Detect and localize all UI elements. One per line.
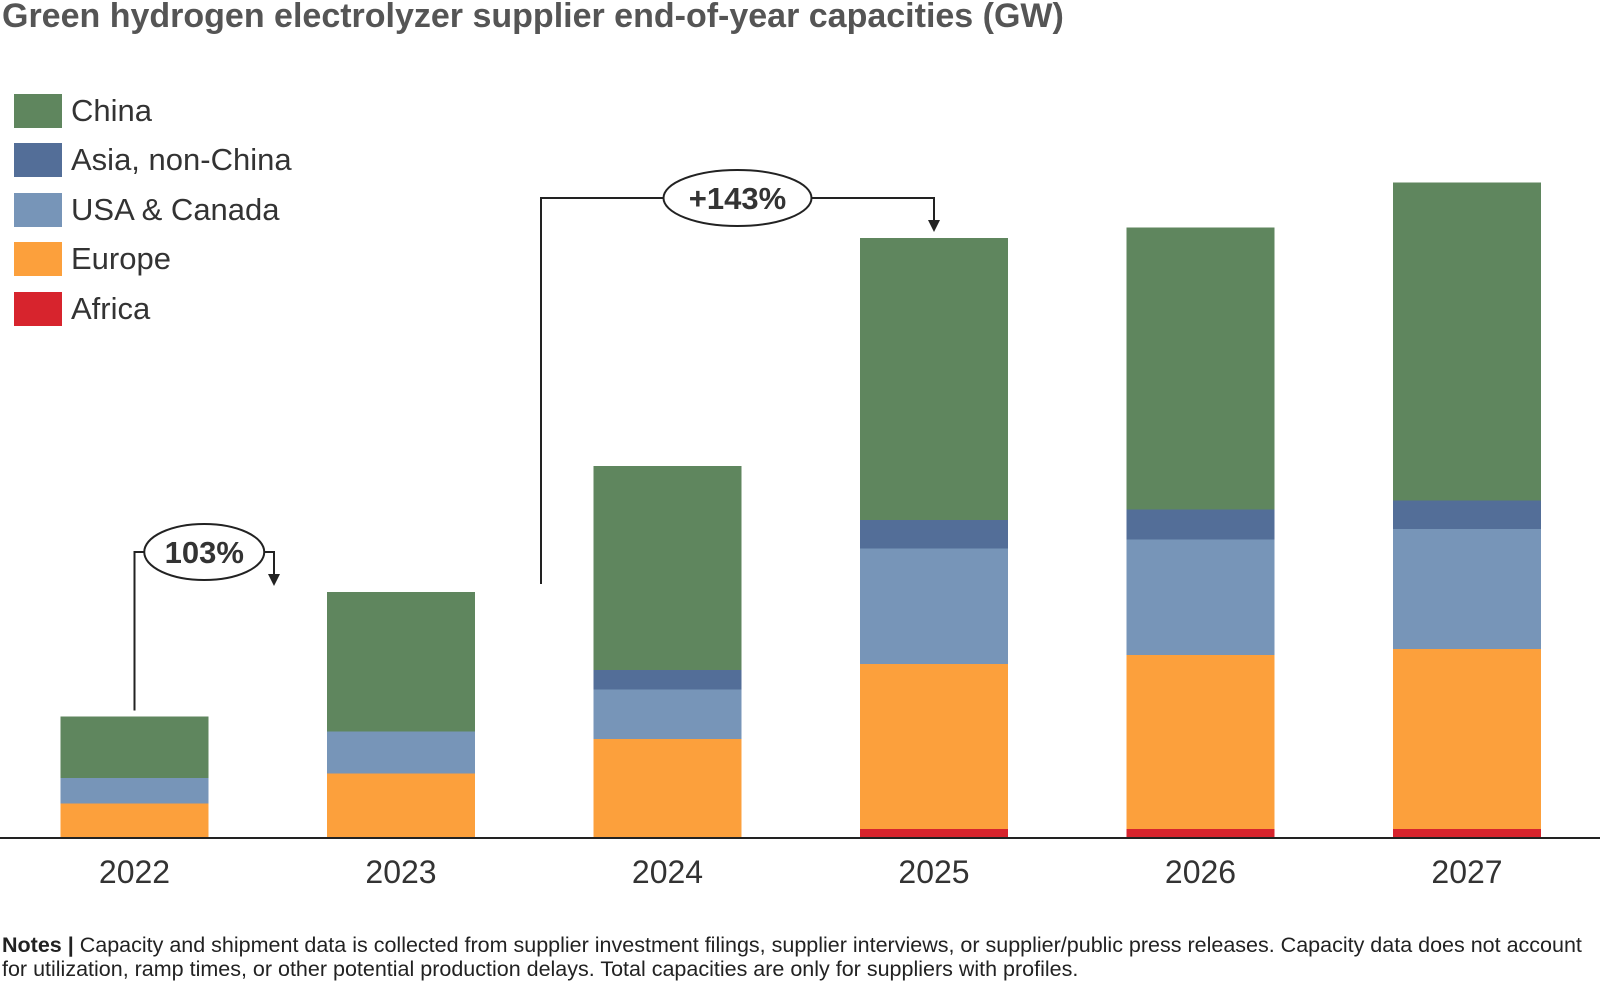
- legend: China Asia, non-China USA & Canada Europ…: [14, 86, 292, 334]
- growth-bubble-103: [143, 523, 266, 581]
- bar-segment-china-2025: [860, 238, 1008, 520]
- bar-segment-usa-canada-2025: [860, 548, 1008, 664]
- bar-segment-usa-canada-2023: [327, 731, 475, 774]
- growth-arrowhead-143: [928, 220, 940, 232]
- x-tick-label-2024: 2024: [632, 854, 703, 890]
- legend-label-asia-non-china: Asia, non-China: [71, 142, 292, 178]
- notes-label: Notes |: [2, 933, 74, 957]
- x-tick-label-2026: 2026: [1165, 854, 1236, 890]
- x-tick-label-2027: 2027: [1431, 854, 1502, 890]
- bar-segment-europe-2022: [60, 803, 209, 838]
- legend-swatch-asia-non-china: [14, 143, 62, 178]
- bar-segment-africa-2025: [860, 829, 1008, 838]
- bar-segment-china-2024: [593, 466, 742, 670]
- bar-segment-africa-2026: [1126, 829, 1275, 838]
- bar-segment-usa-canada-2024: [593, 689, 742, 739]
- bar-segment-usa-canada-2027: [1393, 529, 1541, 649]
- stacked-bar-chart: 2022 2023 2024 2025 2026 2027 103% +143%: [0, 169, 1600, 890]
- legend-label-china: China: [71, 92, 152, 128]
- bar-segment-europe-2024: [593, 739, 742, 838]
- legend-label-europe: Europe: [71, 241, 171, 277]
- bar-segment-usa-canada-2026: [1126, 539, 1275, 655]
- bar-segment-africa-2027: [1393, 829, 1541, 838]
- legend-swatch-africa: [14, 291, 62, 326]
- notes-text: Capacity and shipment data is collected …: [2, 933, 1582, 981]
- legend-item-asia-non-china: Asia, non-China: [14, 136, 292, 186]
- legend-item-usa-canada: USA & Canada: [14, 185, 292, 235]
- growth-arrowhead-103: [268, 574, 280, 586]
- legend-swatch-europe: [14, 242, 62, 277]
- legend-swatch-china: [14, 93, 62, 128]
- bar-segment-asia-non-china-2026: [1126, 509, 1275, 540]
- bar-segment-europe-2026: [1126, 655, 1275, 829]
- legend-swatch-usa-canada: [14, 192, 62, 227]
- bar-segment-europe-2027: [1393, 649, 1541, 829]
- x-tick-label-2022: 2022: [99, 854, 170, 890]
- notes: Notes | Capacity and shipment data is co…: [2, 933, 1582, 981]
- bar-segment-europe-2023: [327, 773, 475, 838]
- legend-label-africa: Africa: [71, 290, 151, 326]
- bar-segment-china-2023: [327, 592, 475, 732]
- bar-segment-asia-non-china-2027: [1393, 500, 1541, 529]
- growth-label-103: 103%: [165, 535, 244, 570]
- legend-item-africa: Africa: [14, 284, 292, 334]
- growth-annotation-143: +143%: [540, 169, 940, 584]
- bar-segment-asia-non-china-2025: [860, 520, 1008, 549]
- x-tick-label-2025: 2025: [898, 854, 969, 890]
- growth-bubble-143: [662, 169, 813, 227]
- bar-segment-china-2022: [60, 716, 209, 778]
- legend-item-europe: Europe: [14, 235, 292, 285]
- bar-segment-europe-2025: [860, 664, 1008, 829]
- legend-label-usa-canada: USA & Canada: [71, 191, 280, 227]
- growth-label-143: +143%: [689, 181, 786, 216]
- bar-segment-usa-canada-2022: [60, 778, 209, 804]
- legend-item-china: China: [14, 86, 292, 136]
- growth-annotation-103: 103%: [133, 523, 280, 711]
- bar-segment-asia-non-china-2024: [593, 670, 742, 690]
- x-tick-label-2023: 2023: [365, 854, 436, 890]
- bar-segment-china-2027: [1393, 182, 1541, 501]
- chart-title: Green hydrogen electrolyzer supplier end…: [2, 0, 1064, 35]
- bar-segment-china-2026: [1126, 227, 1275, 510]
